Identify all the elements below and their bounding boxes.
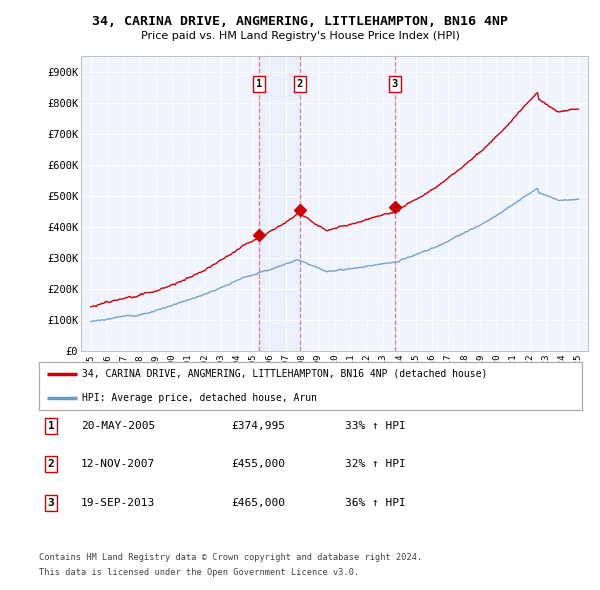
Text: 19-SEP-2013: 19-SEP-2013: [81, 498, 155, 507]
Text: 33% ↑ HPI: 33% ↑ HPI: [345, 421, 406, 431]
Text: 12-NOV-2007: 12-NOV-2007: [81, 460, 155, 469]
Text: 20-MAY-2005: 20-MAY-2005: [81, 421, 155, 431]
Text: HPI: Average price, detached house, Arun: HPI: Average price, detached house, Arun: [82, 393, 317, 403]
Text: £455,000: £455,000: [231, 460, 285, 469]
Text: 36% ↑ HPI: 36% ↑ HPI: [345, 498, 406, 507]
Text: 3: 3: [47, 498, 55, 507]
Text: This data is licensed under the Open Government Licence v3.0.: This data is licensed under the Open Gov…: [39, 568, 359, 577]
Text: 2: 2: [297, 79, 303, 89]
Bar: [259, 56, 300, 351]
Text: 34, CARINA DRIVE, ANGMERING, LITTLEHAMPTON, BN16 4NP (detached house): 34, CARINA DRIVE, ANGMERING, LITTLEHAMPT…: [82, 369, 488, 379]
Text: 34, CARINA DRIVE, ANGMERING, LITTLEHAMPTON, BN16 4NP: 34, CARINA DRIVE, ANGMERING, LITTLEHAMPT…: [92, 15, 508, 28]
Text: £465,000: £465,000: [231, 498, 285, 507]
Text: 32% ↑ HPI: 32% ↑ HPI: [345, 460, 406, 469]
Text: Price paid vs. HM Land Registry's House Price Index (HPI): Price paid vs. HM Land Registry's House …: [140, 31, 460, 41]
Text: £374,995: £374,995: [231, 421, 285, 431]
Text: 2: 2: [47, 460, 55, 469]
Text: 3: 3: [392, 79, 398, 89]
Text: 1: 1: [256, 79, 263, 89]
Text: 1: 1: [47, 421, 55, 431]
Text: Contains HM Land Registry data © Crown copyright and database right 2024.: Contains HM Land Registry data © Crown c…: [39, 553, 422, 562]
